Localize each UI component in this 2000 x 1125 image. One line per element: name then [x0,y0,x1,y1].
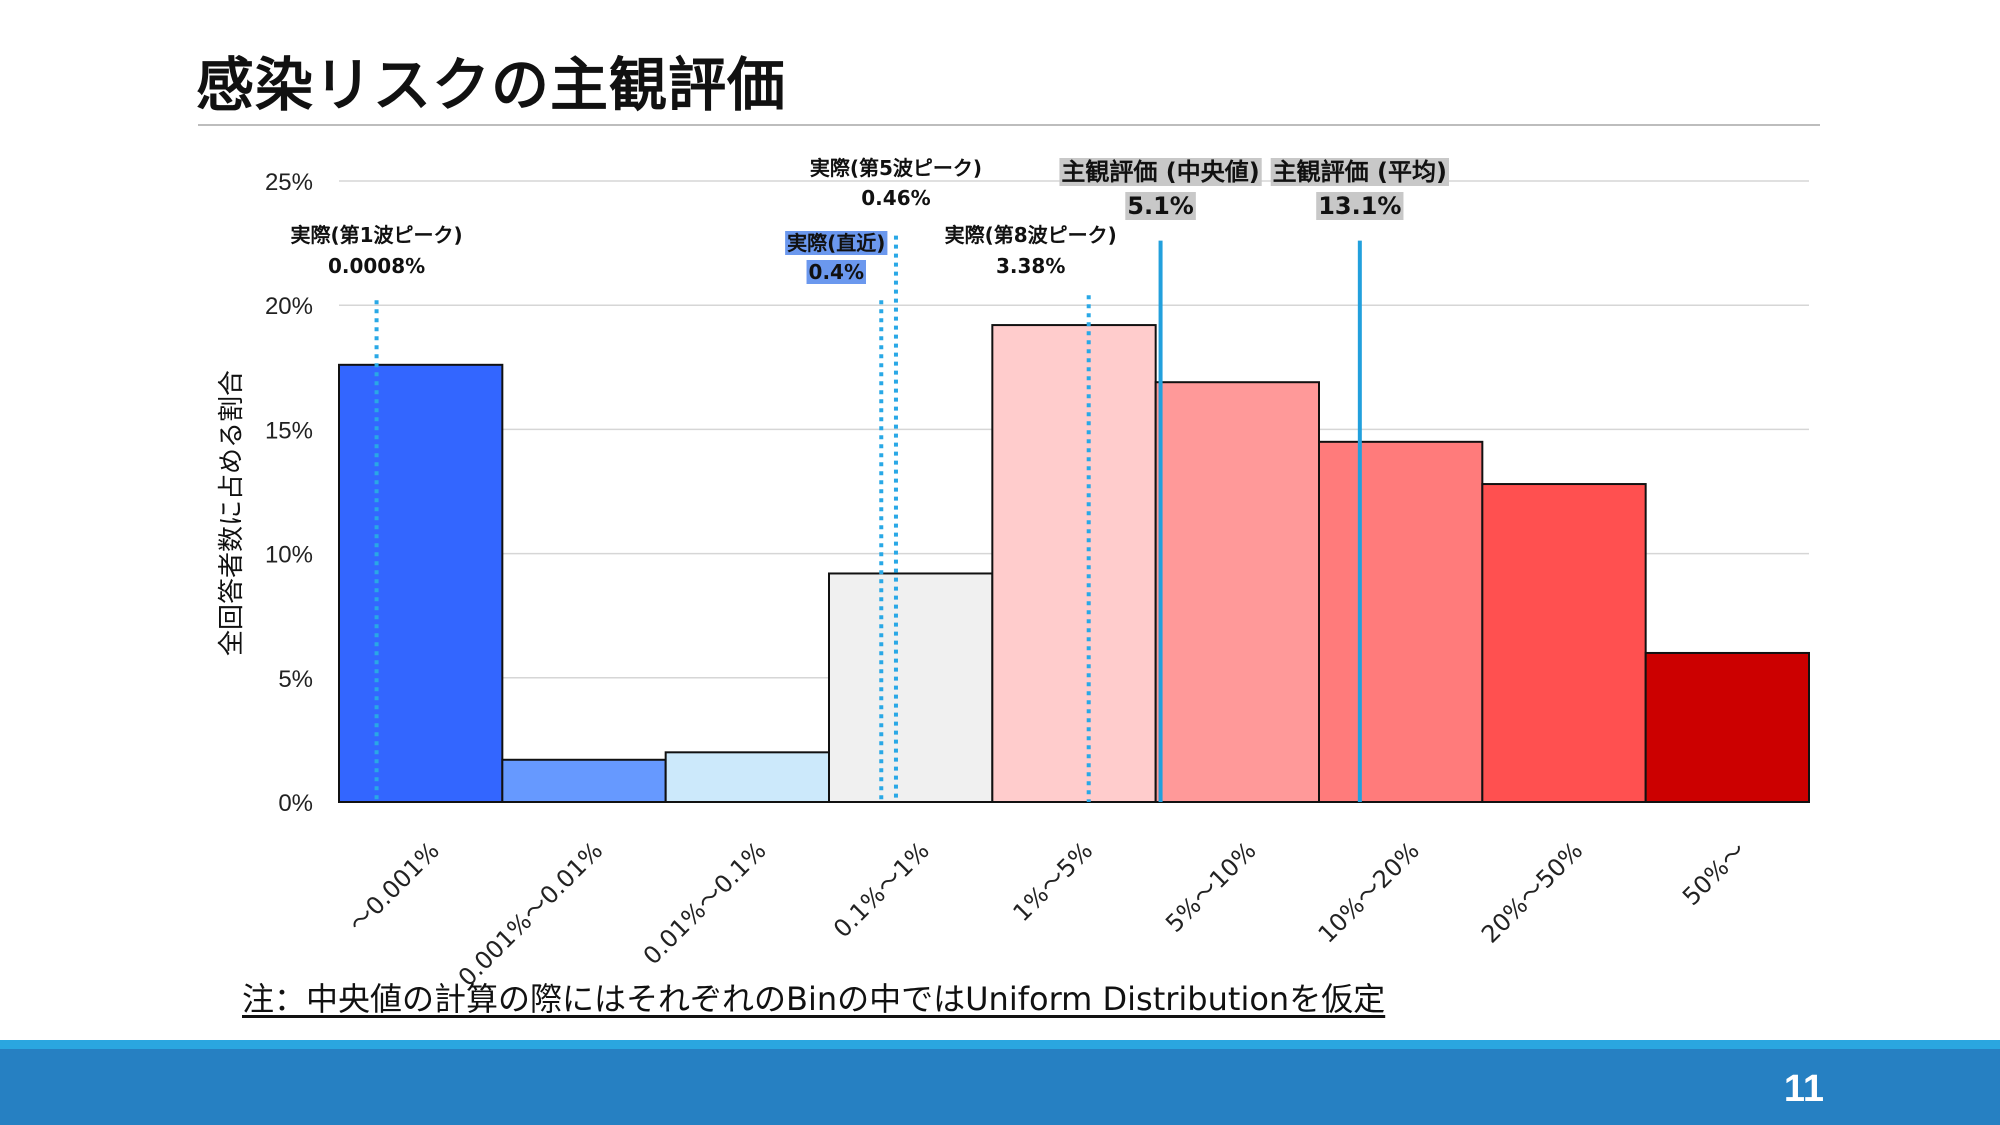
x-tick-label: 0.001%〜0.01% [453,836,608,991]
reference-value: 13.1% [1318,192,1401,220]
x-tick-label: 1%〜5% [1008,836,1099,927]
label-highlight [1270,158,1449,186]
bar [664,751,831,804]
bar [1318,440,1484,803]
x-tick-label: 〜0.001% [343,836,444,937]
bar [1644,651,1810,804]
y-axis-label: 全回答者数に占める割合 [217,370,247,656]
label-highlight [1125,192,1196,220]
reference-value: 5.1% [1127,192,1194,220]
y-tick-label: 0% [278,790,313,817]
footer-accent-line [0,1040,2000,1049]
reference-label: 実際(第1波ピーク) [290,223,462,247]
bar [828,572,994,803]
reference-value: 0.46% [861,186,930,210]
label-highlight [1059,158,1262,186]
page-number: 11 [1783,1068,1824,1110]
bar [1154,381,1320,803]
x-axis-tick-labels: 〜0.001% 0.001%〜0.01% 0.01%〜0.1% 0.1%〜1% 1%〜5… [343,836,1751,991]
slide-title: 感染リスクの主観評価 [196,51,787,119]
reference-lines [374,235,1362,802]
y-tick-label: 25% [265,169,313,196]
bar [1481,483,1647,803]
y-tick-label: 15% [265,417,313,444]
reference-label: 実際(直近) [787,231,885,255]
reference-label: 主観評価 (平均) [1273,158,1447,186]
reference-labels: 実際(第1波ピーク) 0.0008% 実際(直近) 0.4% 実際(第5波ピーク) 0.4… [290,156,1449,284]
y-tick-label: 5% [278,666,313,693]
label-highlight [1316,192,1404,220]
bars [338,324,1810,804]
x-tick-label: 0.1%〜1% [828,836,935,943]
x-tick-label: 5%〜10% [1160,836,1261,937]
footnote: 注：中央値の計算の際にはそれぞれのBinの中ではUniform Distribu… [242,980,1386,1018]
x-tick-label: 0.01%〜0.1% [638,836,772,970]
x-tick-label: 10%〜20% [1313,836,1425,948]
label-highlight [785,231,888,255]
x-tick-label: 50%〜 [1677,836,1751,910]
reference-label: 実際(第8波ピーク) [945,223,1117,247]
footer-bar [0,1049,2000,1125]
reference-value: 0.4% [809,260,864,284]
title-divider [198,124,1820,126]
label-highlight [806,260,867,284]
reference-label: 主観評価 (中央値) [1061,158,1259,186]
x-tick-label: 20%〜50% [1476,836,1588,948]
y-axis-tick-labels: 0% 5% 10% 15% 20% 25% [265,169,313,817]
bar [991,324,1157,803]
reference-value: 3.38% [996,254,1065,278]
y-tick-label: 10% [265,542,313,569]
bar [338,363,504,803]
reference-label: 実際(第5波ピーク) [810,156,982,180]
bar [501,758,667,803]
reference-value: 0.0008% [328,254,425,278]
y-tick-label: 20% [265,293,313,320]
